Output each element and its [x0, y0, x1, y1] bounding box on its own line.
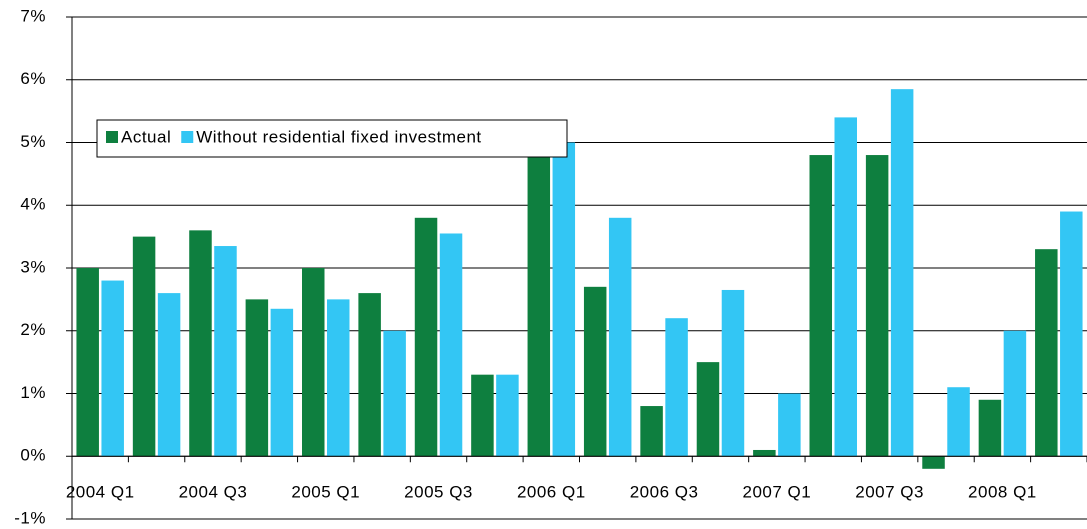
bar — [245, 299, 269, 457]
bar — [327, 299, 350, 457]
bar — [834, 117, 857, 457]
bar — [527, 155, 551, 457]
bar — [721, 289, 745, 457]
bar — [608, 217, 632, 457]
x-tick-label: 2005 Q3 — [404, 482, 473, 501]
bar — [922, 456, 945, 469]
bar — [665, 318, 688, 457]
x-tick-label: 2004 Q1 — [66, 482, 135, 501]
legend-swatch — [106, 131, 118, 143]
x-tick-label: 2004 Q3 — [179, 482, 248, 501]
bar — [132, 236, 156, 457]
bar — [640, 406, 663, 457]
y-tick-label: 0% — [20, 446, 46, 465]
bar — [978, 399, 1002, 457]
bar — [270, 308, 294, 457]
x-tick-label: 2006 Q1 — [517, 482, 586, 501]
bar — [414, 217, 438, 457]
legend: Actual Without residential fixed investme… — [96, 119, 568, 158]
bar — [753, 449, 776, 457]
bar — [214, 246, 237, 457]
y-tick-label: 6% — [20, 69, 46, 88]
legend-swatch — [181, 131, 194, 143]
y-tick-label: -1% — [14, 508, 46, 527]
x-tick-label: 2006 Q3 — [630, 482, 699, 501]
bar — [157, 293, 181, 457]
y-tick-label: 4% — [20, 195, 46, 214]
bar — [809, 155, 832, 457]
x-tick-label: 2007 Q3 — [855, 482, 924, 501]
bar — [696, 362, 720, 457]
bar — [471, 374, 494, 457]
bar — [1060, 211, 1083, 457]
bar — [358, 293, 381, 457]
bar — [76, 268, 99, 457]
x-tick-label: 2005 Q1 — [291, 482, 360, 501]
bar — [439, 233, 463, 457]
x-tick-label: 2008 Q1 — [968, 482, 1037, 501]
bar — [189, 230, 212, 457]
bar — [890, 89, 914, 457]
bar — [496, 374, 519, 457]
legend-label: Without residential fixed investment — [196, 127, 481, 146]
legend-label: Actual — [121, 127, 171, 146]
bar — [552, 142, 576, 457]
bar — [583, 286, 607, 457]
bar — [778, 393, 801, 457]
bar — [302, 268, 325, 457]
y-tick-label: 2% — [20, 320, 46, 339]
bar — [101, 280, 124, 457]
x-tick-label: 2007 Q1 — [742, 482, 811, 501]
bar — [1035, 249, 1058, 457]
y-tick-label: 3% — [20, 257, 46, 276]
bar — [1003, 330, 1027, 457]
bar — [383, 330, 406, 457]
legend-box — [96, 119, 568, 158]
y-tick-label: 5% — [20, 132, 46, 151]
y-tick-label: 1% — [20, 383, 46, 402]
bar — [947, 387, 970, 457]
y-tick-label: 7% — [20, 6, 46, 25]
bar — [865, 155, 889, 457]
